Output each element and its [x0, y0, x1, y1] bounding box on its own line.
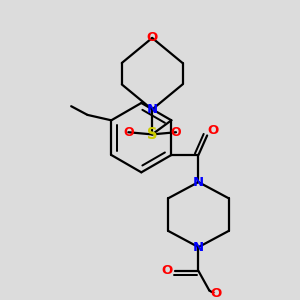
Text: N: N: [193, 176, 204, 189]
Text: O: O: [146, 32, 158, 44]
Text: S: S: [147, 127, 158, 142]
Text: O: O: [207, 124, 218, 136]
Text: O: O: [161, 265, 173, 278]
Text: O: O: [171, 126, 181, 139]
Text: O: O: [123, 126, 134, 139]
Text: N: N: [193, 241, 204, 254]
Text: N: N: [147, 103, 158, 116]
Text: O: O: [210, 287, 221, 300]
